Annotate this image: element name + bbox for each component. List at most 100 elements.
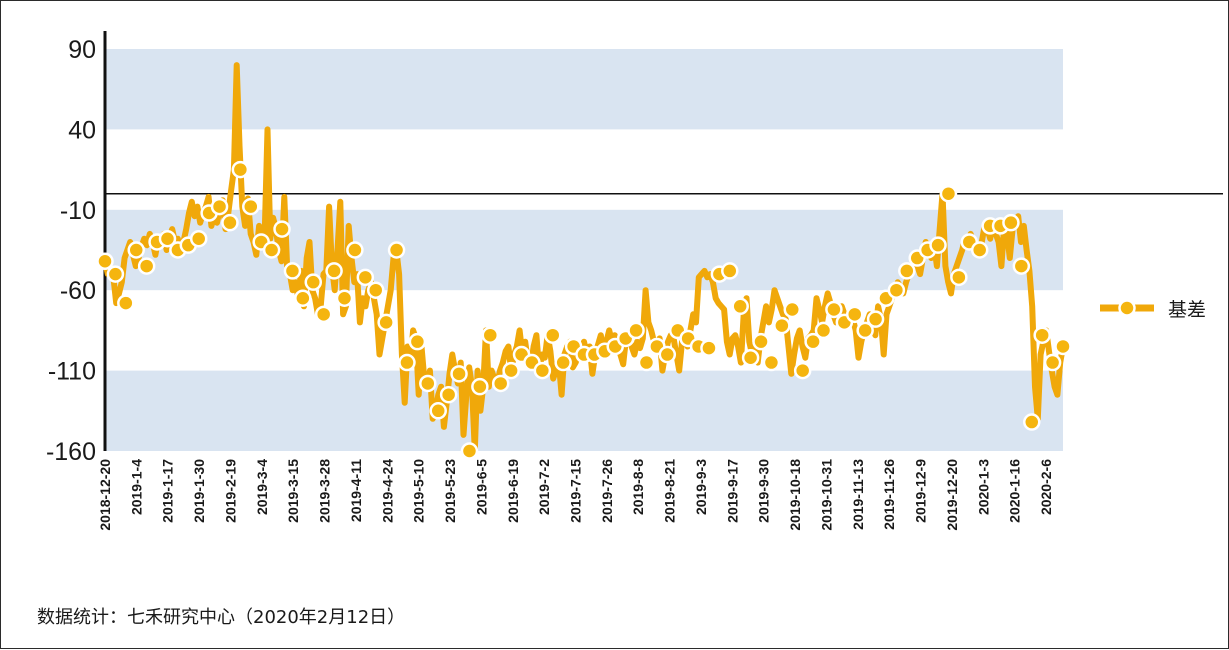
series-marker [502, 361, 520, 380]
chart-legend: 基差 [1100, 299, 1206, 321]
series-marker [314, 305, 333, 324]
series-marker [637, 353, 656, 372]
series-marker [731, 297, 749, 316]
series-marker [804, 332, 822, 351]
grid-band [105, 49, 1063, 130]
series-marker [887, 281, 906, 299]
series-marker [1033, 326, 1051, 344]
x-tick-label: 2019-6-5 [473, 459, 489, 515]
y-tick-label: -60 [60, 277, 96, 305]
series-marker [752, 332, 770, 351]
x-tick-label: 2019-9-3 [693, 459, 709, 515]
series-marker [419, 374, 437, 393]
x-tick-label: 2019-4-24 [379, 459, 395, 523]
series-marker [721, 262, 739, 280]
x-tick-label: 2019-11-13 [850, 459, 866, 530]
series-marker [845, 305, 864, 324]
series-marker [366, 281, 385, 299]
series-marker [554, 353, 572, 372]
legend-marker-swatch [1118, 299, 1136, 317]
series-marker [356, 268, 375, 287]
series-marker [221, 213, 239, 232]
series-marker [262, 241, 281, 259]
series-marker [450, 365, 468, 383]
series-marker [491, 374, 510, 393]
x-tick-label: 2018-12-20 [97, 459, 113, 531]
series-marker [242, 197, 260, 216]
series-marker [856, 321, 874, 340]
series-marker [439, 385, 458, 404]
x-tick-label: 2019-9-30 [756, 459, 772, 523]
x-tick-label: 2019-8-21 [662, 459, 678, 523]
series-marker [231, 160, 250, 179]
series-marker [1043, 353, 1062, 372]
series-marker [950, 268, 968, 287]
series-marker [189, 229, 208, 248]
legend-label: 基差 [1168, 299, 1206, 321]
x-tick-label: 2019-4-11 [348, 459, 364, 522]
series-marker [814, 321, 833, 340]
x-tick-label: 2019-2-19 [222, 459, 238, 523]
x-tick-label: 2020-1-16 [1007, 459, 1023, 523]
x-tick-label: 2019-8-8 [630, 459, 646, 515]
x-tick-label: 2019-3-28 [317, 459, 333, 523]
series-marker [970, 241, 989, 259]
series-marker [137, 257, 156, 275]
series-marker [481, 326, 500, 344]
series-marker [335, 289, 354, 307]
x-tick-label: 2019-5-10 [411, 459, 427, 523]
series-marker [460, 442, 479, 460]
x-tick-label: 2020-1-3 [975, 459, 991, 515]
x-tick-label: 2019-1-17 [160, 459, 176, 523]
series-marker [294, 289, 312, 307]
series-marker [929, 236, 947, 254]
series-marker [793, 361, 812, 380]
series-marker [700, 339, 718, 357]
x-tick-label: 2019-3-15 [285, 459, 301, 523]
series-marker [898, 262, 916, 280]
series-marker [387, 241, 406, 259]
y-tick-label: 40 [68, 116, 96, 144]
x-tick-label: 2019-6-19 [505, 459, 521, 523]
x-tick-label: 2019-10-31 [818, 459, 834, 531]
series-marker [762, 353, 781, 372]
series-marker [773, 316, 791, 335]
x-tick-label: 2019-7-2 [536, 459, 552, 515]
series-marker [627, 321, 645, 340]
series-marker [398, 353, 416, 372]
series-marker [866, 310, 885, 328]
series-marker [377, 313, 395, 332]
series-marker [96, 252, 114, 271]
y-tick-label: -160 [46, 438, 96, 466]
x-tick-label: 2019-12-9 [913, 459, 929, 523]
x-tick-label: 2019-1-4 [128, 459, 144, 515]
series-marker [346, 241, 364, 259]
x-tick-label: 2019-7-15 [568, 459, 584, 523]
x-tick-label: 2019-7-26 [599, 459, 615, 523]
series-marker [658, 345, 677, 364]
x-tick-label: 2019-12-20 [944, 459, 960, 531]
x-tick-label: 2019-10-18 [787, 459, 803, 531]
series-marker [325, 262, 343, 280]
grid-band [105, 370, 1063, 451]
series-marker [304, 273, 323, 291]
x-tick-label: 2019-11-26 [881, 459, 897, 530]
series-marker [939, 184, 958, 203]
series-marker [429, 402, 447, 420]
series-marker [825, 300, 843, 319]
series-marker [1002, 213, 1020, 232]
x-tick-label: 2019-9-17 [724, 459, 740, 523]
series-marker [471, 377, 489, 396]
x-tick-label: 2019-1-30 [191, 459, 207, 523]
series-marker [158, 229, 177, 248]
series-marker [741, 348, 760, 367]
series-marker [544, 326, 562, 344]
series-marker [1023, 413, 1041, 431]
x-tick-label: 2019-3-4 [254, 459, 270, 515]
series-marker [783, 300, 802, 319]
series-marker [1012, 257, 1031, 275]
series-marker [127, 241, 145, 259]
series-marker [106, 265, 125, 283]
